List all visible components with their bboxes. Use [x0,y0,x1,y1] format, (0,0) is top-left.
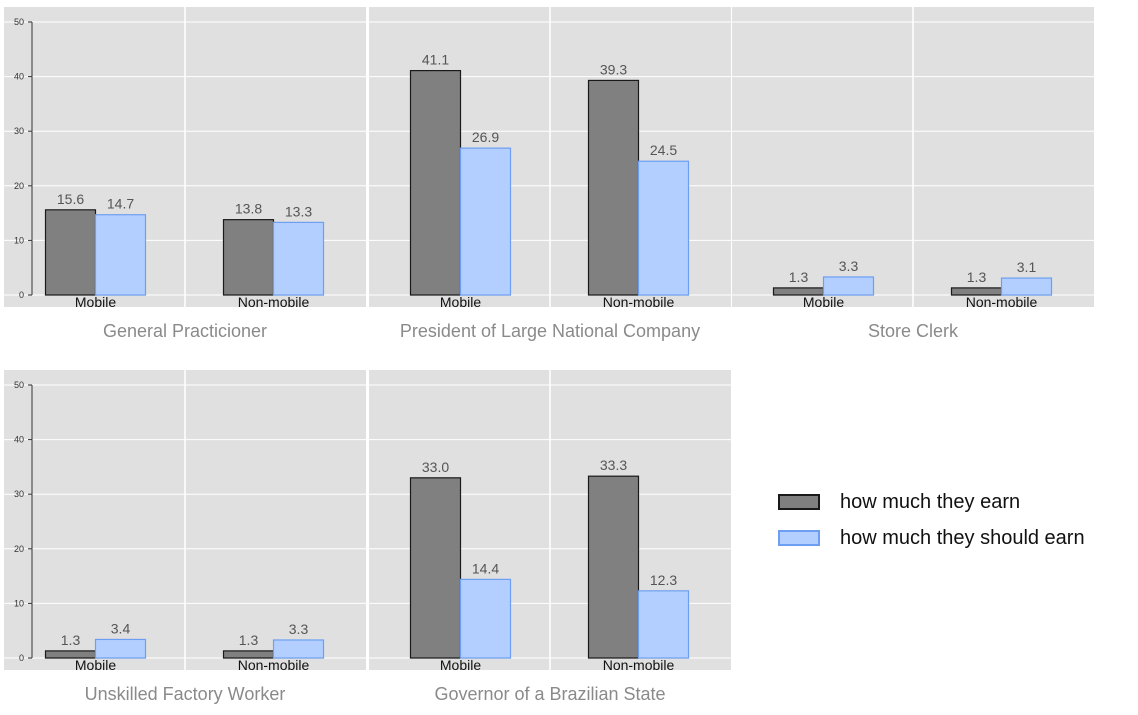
value-label-earn: 1.3 [967,269,987,285]
panel-title: President of Large National Company [400,321,700,341]
bar-should [272,221,325,296]
value-label-earn: 39.3 [600,61,627,77]
y-tick-label: 20 [14,544,24,554]
panel-title: General Practicioner [103,321,267,341]
value-label-should: 3.3 [839,258,859,274]
y-tick-label: 10 [14,598,24,608]
y-tick-label: 50 [14,17,24,27]
x-tick-label: Mobile [440,294,481,310]
x-tick-label: Mobile [75,657,116,673]
bar-should [94,638,147,659]
legend-item-earn: how much they earn [778,484,1085,520]
x-tick-label: Non-mobile [966,294,1038,310]
x-tick-label: Non-mobile [603,294,675,310]
value-label-should: 3.1 [1017,259,1037,275]
bar-should [272,639,325,659]
bar-earn [587,79,640,296]
bar-should [637,160,690,296]
bar-earn [222,219,275,296]
value-label-should: 13.3 [285,203,312,219]
x-tick-label: Non-mobile [238,657,310,673]
y-tick-label: 50 [14,380,24,390]
value-label-should: 14.4 [472,560,499,576]
value-label-should: 24.5 [650,142,677,158]
legend-swatch-earn [778,494,820,510]
legend-item-should: how much they should earn [778,520,1085,556]
bar-earn [409,69,462,296]
y-tick-label: 20 [14,181,24,191]
bar-earn [587,475,640,659]
value-label-earn: 33.0 [422,459,449,475]
bar-should [459,578,512,659]
value-label-earn: 41.1 [422,52,449,68]
y-tick-label: 30 [14,126,24,136]
bar-should [822,276,875,296]
bar-should [637,590,690,659]
panel-title: Governor of a Brazilian State [434,684,665,704]
value-label-earn: 33.3 [600,457,627,473]
legend-label-earn: how much they earn [840,490,1021,513]
x-tick-label: Non-mobile [238,294,310,310]
panel-title: Store Clerk [868,321,959,341]
value-label-earn: 13.8 [235,201,262,217]
value-label-should: 14.7 [107,196,134,212]
legend-label-should: how much they should earn [840,526,1085,549]
legend-swatch-should [778,530,820,546]
value-label-should: 3.3 [289,621,309,637]
y-tick-label: 10 [14,235,24,245]
value-label-earn: 1.3 [239,632,259,648]
x-tick-label: Non-mobile [603,657,675,673]
bar-should [1000,277,1053,296]
x-tick-label: Mobile [440,657,481,673]
panel-title: Unskilled Factory Worker [85,684,286,704]
value-label-should: 26.9 [472,129,499,145]
value-label-earn: 1.3 [789,269,809,285]
value-label-earn: 1.3 [61,632,81,648]
value-label-should: 12.3 [650,572,677,588]
y-tick-label: 40 [14,435,24,445]
bar-should [94,214,147,296]
y-tick-label: 40 [14,72,24,82]
y-tick-label: 0 [19,653,24,663]
y-tick-label: 30 [14,489,24,499]
bar-earn [44,209,97,296]
legend: how much they earn how much they should … [778,484,1085,556]
bar-earn [409,477,462,659]
x-tick-label: Mobile [75,294,116,310]
value-label-should: 3.4 [111,620,131,636]
bar-should [459,147,512,296]
x-tick-label: Mobile [803,294,844,310]
y-tick-label: 0 [19,290,24,300]
value-label-earn: 15.6 [57,191,84,207]
